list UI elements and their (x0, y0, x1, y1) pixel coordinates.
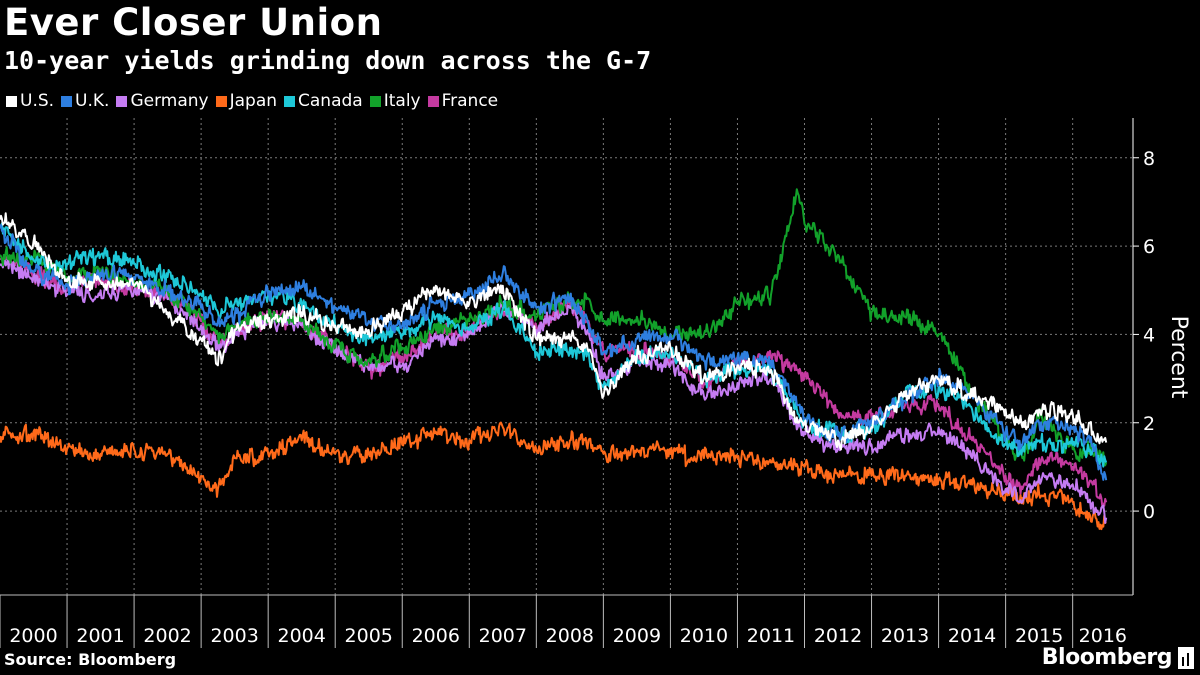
x-tick-label: 2000 (9, 625, 57, 647)
x-tick-label: 2014 (948, 625, 996, 647)
y-tick-label: 8 (1143, 148, 1155, 170)
x-tick-label: 2016 (1079, 625, 1127, 647)
legend-swatch (284, 95, 296, 107)
bloomberg-icon (1178, 646, 1194, 669)
legend-swatch (427, 95, 439, 107)
x-tick-label: 2009 (613, 625, 661, 647)
x-tick-label: 2011 (747, 625, 795, 647)
x-tick-label: 2006 (412, 625, 460, 647)
chart-title: Ever Closer Union (4, 1, 383, 44)
chart-legend: U.S. U.K. Germany Japan Canada Italy France (6, 90, 505, 112)
legend-label: Japan (229, 91, 278, 111)
legend-swatch (369, 95, 381, 107)
legend-item: U.K. (61, 91, 109, 111)
x-tick-label: 2005 (345, 625, 393, 647)
legend-item: Germany (116, 91, 209, 111)
brand-logo: Bloomberg (1042, 645, 1194, 670)
y-tick-label: 0 (1143, 501, 1155, 523)
legend-item: Canada (284, 91, 363, 111)
brand-wordmark: Bloomberg (1041, 645, 1173, 670)
y-tick-label: 6 (1143, 236, 1155, 258)
x-tick-label: 2015 (1015, 625, 1063, 647)
chart-subtitle: 10-year yields grinding down across the … (4, 46, 652, 75)
series-line-italy (0, 188, 1108, 467)
legend-item: U.S. (6, 91, 54, 111)
legend-swatch (215, 95, 227, 107)
y-tick-label: 4 (1143, 324, 1155, 346)
x-tick-label: 2013 (881, 625, 929, 647)
x-tick-label: 2008 (546, 625, 594, 647)
legend-swatch (6, 95, 17, 107)
x-tick-label: 2003 (210, 625, 258, 647)
series-line-germany (0, 258, 1108, 524)
x-tick-label: 2012 (814, 625, 862, 647)
legend-swatch (116, 95, 128, 107)
legend-label: U.K. (75, 91, 110, 111)
x-tick-label: 2010 (680, 625, 728, 647)
x-tick-label: 2004 (278, 625, 326, 647)
legend-item: Italy (369, 91, 421, 111)
x-tick-label: 2002 (143, 625, 191, 647)
series-line-japan (0, 421, 1107, 531)
y-axis-title: Percent (1166, 316, 1191, 399)
series-line-canada (0, 222, 1108, 468)
y-tick-label: 2 (1143, 413, 1155, 435)
legend-label: Italy (383, 91, 421, 111)
legend-item: Japan (215, 91, 278, 111)
legend-label: France (441, 91, 499, 111)
legend-label: Canada (298, 91, 363, 111)
x-tick-label: 2007 (479, 625, 527, 647)
x-tick-label: 2001 (76, 625, 124, 647)
legend-swatch (61, 95, 73, 107)
legend-label: U.S. (20, 91, 55, 111)
series-line-us (0, 212, 1108, 451)
legend-label: Germany (130, 91, 209, 111)
legend-item: France (427, 91, 499, 111)
source-note: Source: Bloomberg (4, 650, 177, 669)
